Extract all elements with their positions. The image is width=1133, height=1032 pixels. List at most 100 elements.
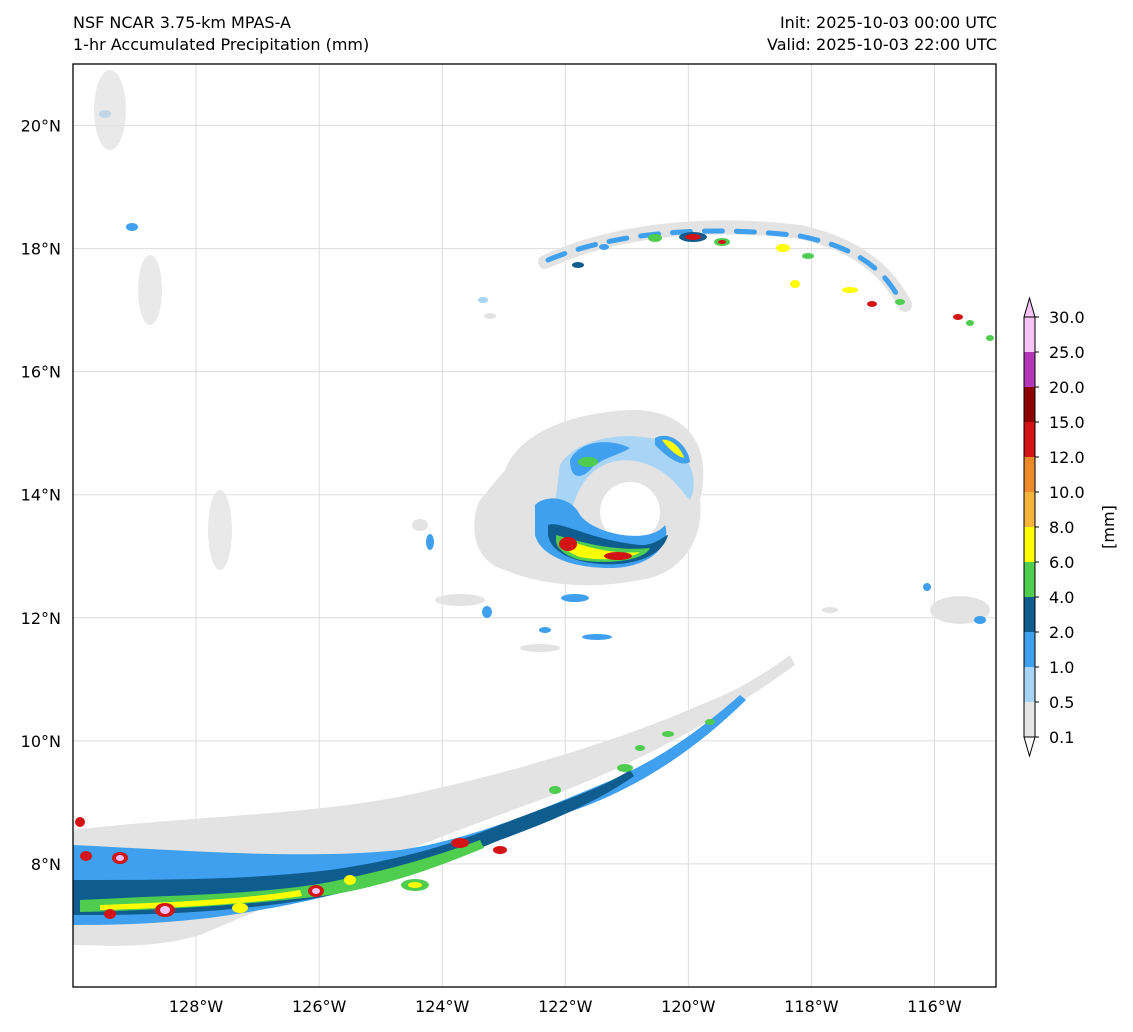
itcz-cell <box>408 882 422 888</box>
band-fragment <box>435 594 485 606</box>
lat-tick-label: 12°N <box>21 609 61 628</box>
colorbar-bin <box>1024 702 1035 737</box>
north-arc-light <box>538 220 912 312</box>
colorbar-bin <box>1024 317 1035 352</box>
itcz-cell <box>617 764 633 772</box>
lat-tick-label: 20°N <box>21 117 61 136</box>
colorbar-extend-max <box>1023 296 1036 318</box>
lon-tick-label: 126°W <box>292 997 347 1016</box>
arc-cell <box>966 320 974 326</box>
light-rain <box>94 70 126 150</box>
arc-cell <box>867 301 877 307</box>
light-rain <box>208 490 232 570</box>
colorbar-tick-label: 6.0 <box>1049 553 1074 572</box>
light-rain <box>930 596 990 624</box>
light-rain <box>923 583 931 591</box>
itcz-cell <box>116 855 124 861</box>
colorbar-tick-label: 0.5 <box>1049 693 1074 712</box>
light-rain <box>974 616 986 624</box>
lon-tick-label: 122°W <box>538 997 593 1016</box>
colorbar-tick-label: 1.0 <box>1049 658 1074 677</box>
colorbar-tick-label: 30.0 <box>1049 308 1085 327</box>
colorbar-bin <box>1024 457 1035 492</box>
light-rain <box>822 607 838 613</box>
lat-tick-label: 18°N <box>21 240 61 259</box>
band-fragment <box>426 534 434 550</box>
title-block: NSF NCAR 3.75-km MPAS-A 1-hr Accumulated… <box>73 12 369 56</box>
light-rain <box>478 297 488 303</box>
arc-cell <box>842 287 858 293</box>
light-rain <box>484 313 496 319</box>
itcz-cell <box>451 838 469 848</box>
lat-tick-label: 16°N <box>21 363 61 382</box>
arc-cell <box>572 262 584 268</box>
itcz-cell <box>75 817 85 827</box>
colorbar-tick-label: 12.0 <box>1049 448 1085 467</box>
itcz-cell <box>705 719 715 725</box>
north-band-green <box>578 457 598 467</box>
itcz-blue <box>73 695 746 925</box>
itcz-cell <box>635 745 645 751</box>
colorbar-bin <box>1024 422 1035 457</box>
arc-cell <box>776 244 790 252</box>
colorbar-bin <box>1024 632 1035 667</box>
itcz-cell <box>104 909 116 919</box>
band-fragment <box>482 606 492 618</box>
itcz-cell <box>662 731 674 737</box>
arc-cell <box>718 240 726 244</box>
band-fragment <box>582 634 612 640</box>
field-title: 1-hr Accumulated Precipitation (mm) <box>73 35 370 54</box>
light-rain <box>138 255 162 325</box>
band-fragment <box>539 627 551 633</box>
lon-tick-label: 124°W <box>415 997 470 1016</box>
colorbar-tick-label: 15.0 <box>1049 413 1085 432</box>
itcz-cell <box>232 903 248 913</box>
arc-cell <box>790 280 800 288</box>
eye <box>600 482 660 542</box>
band-fragment <box>561 594 589 602</box>
lat-tick-label: 8°N <box>31 855 61 874</box>
arc-cell <box>953 314 963 320</box>
arc-cell <box>685 234 701 240</box>
arc-cell <box>648 234 662 242</box>
axis-labels: 128°W 126°W 124°W 122°W 120°W 118°W 116°W 20°N 1… <box>21 117 962 1016</box>
colorbar-bin <box>1024 387 1035 422</box>
valid-time: Valid: 2025-10-03 22:00 UTC <box>766 35 997 54</box>
init-time: Init: 2025-10-03 00:00 UTC <box>779 13 997 32</box>
itcz-cell <box>312 888 320 894</box>
colorbar-tick-label: 4.0 <box>1049 588 1074 607</box>
colorbar-tick-label: 20.0 <box>1049 378 1085 397</box>
colorbar-bin <box>1024 597 1035 632</box>
colorbar-bin <box>1024 492 1035 527</box>
lon-tick-label: 116°W <box>907 997 962 1016</box>
arc-cell <box>599 244 609 250</box>
eyewall-red-core <box>559 537 577 551</box>
itcz-yellow <box>100 890 302 910</box>
precipitation-field <box>73 70 994 946</box>
colorbar-bin <box>1024 562 1035 597</box>
colorbar-tick-label: 2.0 <box>1049 623 1074 642</box>
band-fragment <box>412 519 428 531</box>
colorbar-tick-label: 8.0 <box>1049 518 1074 537</box>
ne-band-yellow <box>662 439 684 458</box>
lat-tick-label: 14°N <box>21 486 61 505</box>
time-block: Init: 2025-10-03 00:00 UTC Valid: 2025-1… <box>767 12 997 56</box>
colorbar-tick-label: 10.0 <box>1049 483 1085 502</box>
eyewall-red-core-2 <box>604 552 632 560</box>
colorbar-bin <box>1024 352 1035 387</box>
itcz-cell <box>493 846 507 854</box>
colorbar-tick-label: 0.1 <box>1049 728 1074 747</box>
north-arc-blue <box>545 228 903 303</box>
lon-tick-label: 120°W <box>661 997 716 1016</box>
lat-tick-label: 10°N <box>21 732 61 751</box>
itcz-cell <box>344 875 356 885</box>
colorbar: 0.1 0.5 1.0 2.0 4.0 6.0 8.0 10.0 12.0 15.0 20.0 25.… <box>1023 296 1118 758</box>
itcz-cell <box>549 786 561 794</box>
arc-cell <box>802 253 814 259</box>
colorbar-label: [mm] <box>1099 505 1118 549</box>
arc-cell <box>895 299 905 305</box>
model-title: NSF NCAR 3.75-km MPAS-A <box>73 13 291 32</box>
lon-tick-label: 128°W <box>169 997 224 1016</box>
colorbar-bin <box>1024 527 1035 562</box>
band-fragment <box>520 644 560 652</box>
